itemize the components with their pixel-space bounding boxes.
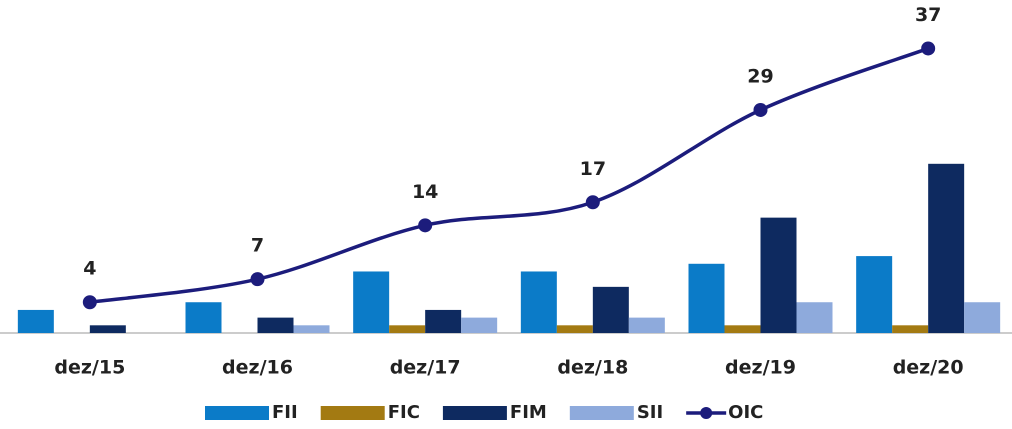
bar [520,271,557,333]
line-marker [250,272,265,287]
legend-label: OIC [728,402,763,423]
legend-label: SII [637,402,663,423]
x-tick-label: dez/15 [54,357,125,379]
legend-label: FII [272,402,298,423]
legend-swatch [320,406,385,420]
bar [425,309,462,333]
legend-label: FIM [510,402,547,423]
bar [856,256,893,333]
data-label: 29 [747,65,773,87]
bar [928,163,965,333]
bar [892,325,929,333]
line-marker [585,195,600,210]
bar [724,325,761,333]
bar [353,271,390,333]
legend-label: FIC [388,402,420,423]
line [89,46,929,304]
bar [556,325,593,333]
bar [257,317,294,333]
bar [389,325,426,333]
data-label: 4 [83,258,96,280]
x-tick-label: dez/19 [725,357,796,379]
bar [17,309,54,333]
data-label: 14 [412,181,438,203]
x-tick-label: dez/18 [557,357,628,379]
bar [89,325,126,333]
bar [796,302,833,333]
bar [185,302,222,333]
bar [461,317,498,333]
line-marker [82,295,97,310]
data-label: 7 [251,235,264,257]
bar [628,317,665,333]
bar [760,217,797,333]
x-tick-label: dez/17 [390,357,461,379]
x-tick-label: dez/16 [222,357,293,379]
bar [293,325,330,333]
legend-swatch [442,406,507,420]
bar [688,263,725,333]
legend-swatch [205,406,269,420]
data-label: 17 [580,158,606,180]
x-tick-label: dez/20 [893,357,964,379]
line-marker [753,102,768,117]
legend-marker [700,407,713,419]
bar [964,302,1001,333]
line-marker [418,218,433,233]
legend-swatch [569,406,634,420]
line-marker [921,41,936,56]
data-label: 37 [915,4,941,26]
bar [592,286,629,333]
